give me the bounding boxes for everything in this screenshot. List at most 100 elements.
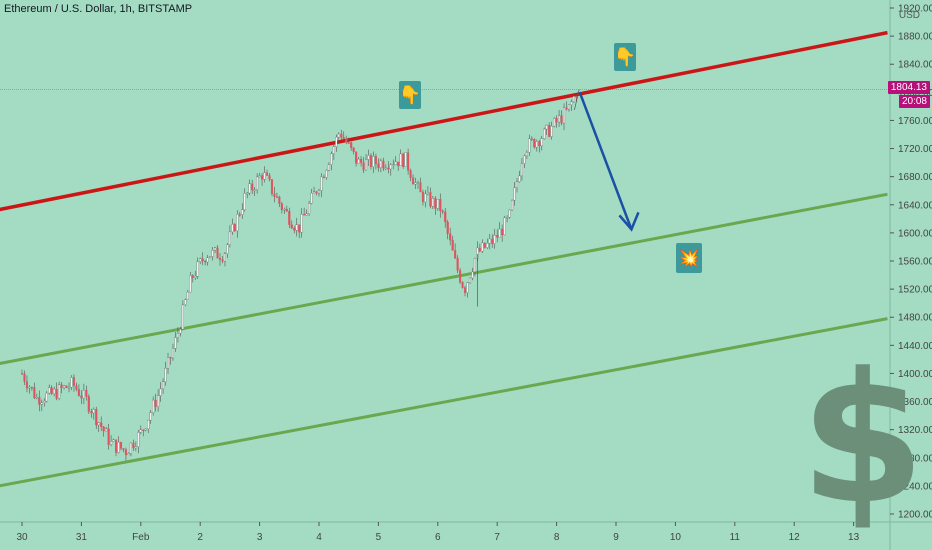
candle-body [525,152,528,157]
candle-body [67,386,71,389]
candle-body [283,209,286,211]
candle-body [164,368,167,382]
candle-body [288,211,291,225]
candle-body [506,217,509,219]
candle-body [216,247,219,259]
candle-body [117,441,120,453]
candle-body [124,449,128,456]
candle-body [50,387,53,394]
candle-body [256,176,259,191]
candle-body [85,390,88,397]
y-tick-label: 1440.00 [898,341,932,352]
candle-body [369,155,373,167]
candle-body [43,400,46,403]
candle-body [147,419,150,430]
candle-body [194,275,197,278]
candle-body [322,176,325,179]
candle-body [206,257,209,263]
candle-body [461,282,464,288]
projection-arrow [578,91,633,230]
candle-body [535,141,538,148]
candle-body [332,146,335,154]
candle-body [263,172,266,180]
candle-body [48,387,51,394]
candle-body [449,233,452,241]
candle-body [28,386,31,389]
candle-body [77,389,80,396]
candle-body [533,138,536,148]
candle-body [90,411,93,414]
y-tick-label: 1600.00 [898,228,932,239]
candle-body [228,231,231,245]
support-line [0,192,888,365]
candle-body [35,396,38,399]
candle-body [196,261,199,277]
projection-arrow-head [618,211,640,232]
candle-body [550,125,553,137]
candle-body [364,159,368,171]
y-tick-label: 1360.00 [898,397,932,408]
candle-body [389,164,392,170]
candle-body [565,107,568,110]
candle-body [105,428,108,432]
candle-body [33,387,36,399]
x-tick-label: 12 [789,532,801,543]
candle-body [340,133,343,138]
candle-body [157,395,160,407]
candle-body [362,162,365,171]
candle-body [439,199,442,211]
candle-body [72,377,76,386]
candle-body [459,270,462,283]
candle-body [518,175,521,182]
x-tick-label: Feb [132,532,150,543]
candle-body [320,176,323,191]
candle-body [20,373,24,375]
candle-body [562,107,566,124]
candle-body [315,191,318,194]
candle-body [342,137,345,139]
candle-body [523,155,526,164]
resistance-line [0,30,888,212]
candle-body [40,402,43,405]
candle-body [87,396,90,412]
candle-body [355,151,358,164]
candle-body [397,161,400,166]
candle-body [463,287,467,293]
candle-body [184,299,187,305]
candle-body [471,271,474,279]
candle-body [553,118,556,127]
candle-body [300,213,303,233]
y-tick-label: 1840.00 [898,60,932,71]
chart-title: Ethereum / U.S. Dollar, 1h, BITSTAMP [4,3,193,15]
candle-body [223,253,227,262]
candle-body [174,337,177,349]
candle-body [209,256,212,258]
candle-body [25,381,28,389]
candle-body [402,153,405,167]
candle-body [394,161,397,165]
candle-body [558,115,561,123]
candle-body [367,155,370,160]
x-tick-label: 6 [435,532,441,543]
candle-body [204,260,207,263]
candle-body [233,224,236,232]
candle-body [102,426,105,432]
candle-body [186,291,189,300]
candle-body [317,190,321,194]
candle-body [100,422,103,427]
candle-body [555,118,558,123]
candle-body [431,198,434,207]
candle-body [483,242,486,248]
candle-body [248,183,251,194]
y-tick-label: 1720.00 [898,144,932,155]
candle-body [60,384,63,389]
candle-body [226,244,229,254]
candle-body [372,156,375,167]
candle-body [92,409,95,414]
candle-body [107,428,110,445]
candle-body [162,381,165,390]
candle-body [572,96,575,102]
y-tick-label: 1240.00 [898,481,932,492]
candle-body [258,175,261,178]
